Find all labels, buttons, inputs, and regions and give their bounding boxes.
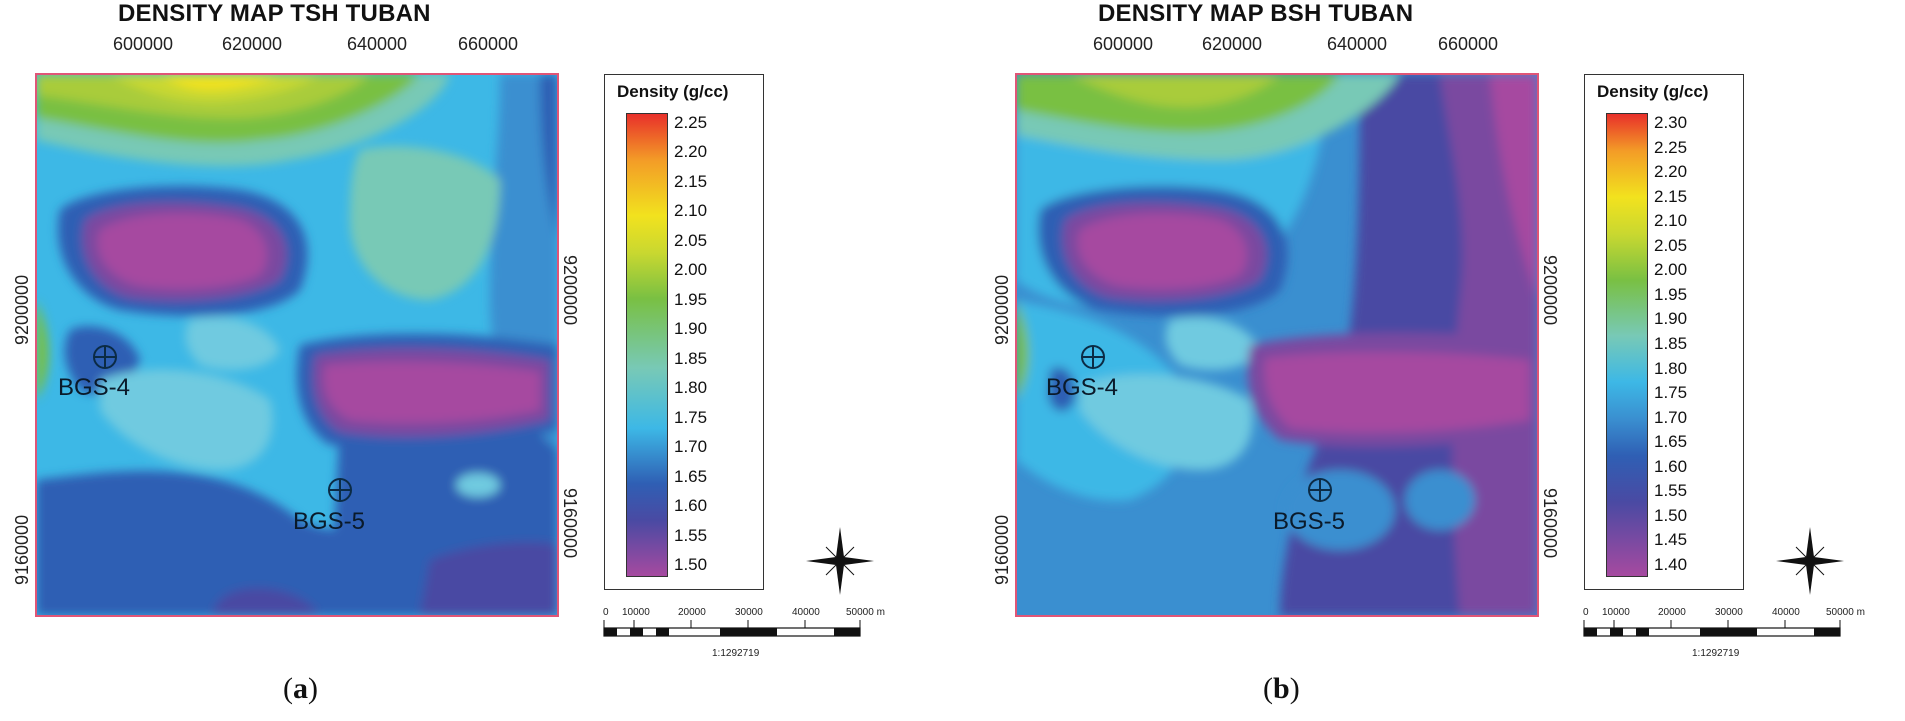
legend-value: 1.60 [1654,456,1688,476]
legend-value: 2.00 [1654,260,1688,280]
scale-label: 40000 [792,607,820,618]
density-map [1015,73,1844,637]
legend-value: 1.70 [1654,407,1688,427]
legend-value: 1.65 [1654,432,1688,452]
x-tick-top: 600000 [113,34,174,54]
legend-value: 1.50 [674,555,708,574]
legend-value: 1.75 [1654,383,1688,403]
legend-value: 1.75 [674,407,708,427]
legend-value: 1.70 [674,437,708,457]
legend-value: 2.05 [674,230,708,250]
scale-label: 10000 [1602,607,1630,618]
scale-label: 20000 [678,607,706,618]
legend-value: 2.00 [674,260,708,280]
legend-value: 2.10 [674,201,708,221]
legend-value: 2.30 [1654,113,1688,132]
caption: (a) [283,672,318,705]
legend-value: 2.10 [1654,211,1688,231]
scale-factor: 1:1292719 [712,648,760,659]
legend-value: 2.05 [1654,235,1688,255]
compass-icon [806,527,874,595]
legend-value: 1.95 [674,289,708,309]
legend-value: 2.25 [674,113,708,132]
scale-label: 0 [603,607,609,618]
legend-value: 1.60 [674,496,708,516]
scale-label: 10000 [622,607,650,618]
legend-value: 2.15 [1654,186,1688,206]
scale-label: 30000 [1715,607,1743,618]
legend-value: 1.90 [674,319,708,339]
scale-label: 50000 m [846,607,885,618]
scale-bar [603,620,861,637]
well-label: BGS-4 [58,374,131,401]
legend-value: 2.20 [674,142,708,162]
legend-value: 2.15 [674,171,708,191]
density-map [35,73,874,637]
caption-letter: a [293,672,308,705]
colorbar [626,113,668,577]
well-marker-bgs4 [93,345,117,369]
legend-value: 2.25 [1654,137,1688,157]
legend-value: 1.55 [674,525,708,545]
legend-value: 1.80 [1654,358,1688,378]
scale-factor: 1:1292719 [1692,648,1740,659]
well-label: BGS-5 [1273,508,1346,535]
well-marker-bgs4 [1081,345,1105,369]
legend-value: 1.65 [674,466,708,486]
scale-label: 40000 [1772,607,1800,618]
map-title: DENSITY MAP BSH TUBAN [1098,0,1414,27]
caption-letter: b [1273,672,1290,705]
x-tick-top: 660000 [458,34,519,54]
legend-title: Density (g/cc) [617,82,729,101]
legend-value: 1.85 [1654,334,1688,353]
scale-label: 50000 m [1826,607,1865,618]
well-marker-bgs5 [1308,478,1332,502]
legend-value: 1.90 [1654,309,1688,329]
map-title: DENSITY MAP TSH TUBAN [118,0,431,27]
x-tick-top: 660000 [1438,34,1499,54]
legend-title: Density (g/cc) [1597,82,1709,101]
compass-icon [1776,527,1844,595]
legend-value: 1.40 [1654,555,1688,574]
scale-label: 30000 [735,607,763,618]
scale-label: 20000 [1658,607,1686,618]
legend-value: 1.45 [1654,530,1688,550]
scale-bar [1583,620,1841,637]
legend-value: 1.95 [1654,284,1688,304]
legend-value: 2.20 [1654,162,1688,182]
caption: (b) [1263,672,1300,705]
x-tick-top: 620000 [1202,34,1263,54]
legend-value: 1.80 [674,378,708,398]
legend-value: 1.85 [674,348,708,368]
x-tick-top: 600000 [1093,34,1154,54]
legend-value: 1.50 [1654,505,1688,525]
well-label: BGS-4 [1046,374,1119,401]
colorbar [1606,113,1648,577]
panel-b: DENSITY MAP BSH TUBAN 600000 620000 6400… [980,0,1905,721]
panel-a: DENSITY MAP TSH TUBAN 600000 620000 6400… [0,0,952,721]
scale-label: 0 [1583,607,1589,618]
well-marker-bgs5 [328,478,352,502]
x-tick-top: 620000 [222,34,283,54]
legend-value: 1.55 [1654,481,1688,501]
x-tick-top: 640000 [1327,34,1388,54]
well-label: BGS-5 [293,508,366,535]
x-tick-top: 640000 [347,34,408,54]
